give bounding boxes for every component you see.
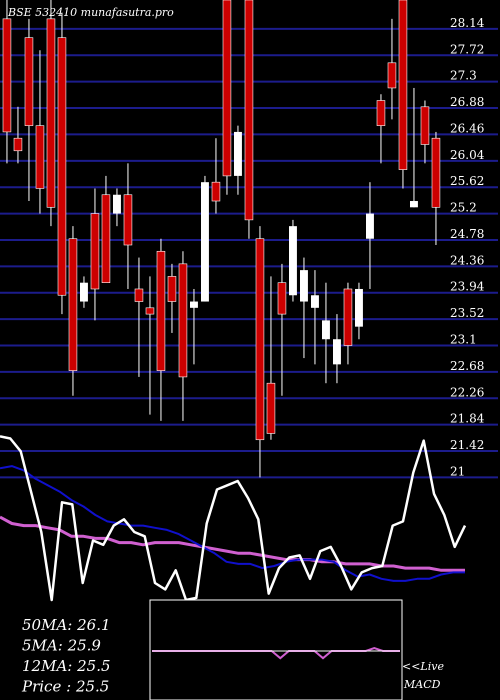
candle-body [13, 137, 23, 152]
price-axis: 28.14 27.72 27.3 26.88 26.46 26.04 25.62 25.2 24… [450, 16, 485, 479]
stat-row: 12MA: 25.5 [22, 657, 111, 675]
stat-label: 12MA [22, 657, 67, 675]
candle-body [90, 213, 100, 290]
candle-body [266, 382, 276, 434]
price-tick-label: 27.72 [450, 42, 484, 56]
stat-separator: : [58, 637, 68, 655]
price-tick-label: 27.3 [450, 69, 477, 83]
macd-label: MACD [403, 678, 441, 691]
price-grid [0, 27, 498, 479]
moving-average-panel [0, 435, 467, 602]
candle-body [255, 238, 265, 441]
stat-separator: : [61, 678, 76, 696]
stat-label: Price [21, 678, 61, 696]
price-tick-label: 25.2 [450, 201, 477, 215]
stat-separator: : [67, 657, 77, 675]
stat-value: 26.1 [76, 616, 110, 634]
price-tick-label: 28.14 [450, 16, 485, 30]
price-tick-label: 23.94 [450, 280, 485, 294]
price-tick-label: 26.46 [450, 121, 484, 135]
macd-series [152, 646, 400, 660]
price-tick-label: 23.52 [450, 306, 484, 320]
watermark: BSE 532410 munafasutra.pro [7, 6, 174, 19]
candle-body [134, 288, 144, 302]
candle-body [289, 226, 297, 296]
candlestick-series [2, 0, 441, 478]
price-tick-label: 21 [450, 464, 465, 478]
price-tick-label: 26.88 [450, 95, 484, 109]
candle-body [322, 320, 330, 340]
stat-label: 5MA [22, 637, 58, 655]
stat-row: Price : 25.5 [21, 678, 109, 696]
stat-row: 50MA: 26.1 [22, 616, 111, 634]
candle-body [355, 288, 363, 327]
stat-label: 50MA [22, 616, 67, 634]
candle-body [387, 62, 397, 89]
stat-row: 5MA: 25.9 [22, 637, 101, 655]
candle-body [410, 201, 418, 208]
candle-body [234, 131, 242, 176]
candle-body [211, 181, 221, 202]
candle-body [201, 182, 209, 302]
candle-body [101, 194, 111, 283]
candle-body [311, 295, 319, 308]
price-tick-label: 22.26 [450, 385, 484, 399]
candle-body [277, 282, 287, 315]
ma-mid-line [0, 465, 465, 582]
stat-value: 25.5 [75, 678, 109, 696]
price-tick-label: 24.78 [450, 227, 484, 241]
candle-body [123, 194, 133, 246]
candle-body [178, 263, 188, 378]
candle-body [300, 270, 308, 302]
candle-body [366, 213, 374, 239]
price-tick-label: 22.68 [450, 359, 484, 373]
stat-value: 25.5 [76, 657, 110, 675]
candle-body [68, 238, 78, 371]
candle-body [376, 100, 386, 126]
candle-body [398, 0, 408, 170]
candle-body [333, 339, 341, 365]
candle-body [113, 194, 121, 214]
price-tick-label: 21.84 [450, 412, 485, 426]
stat-value: 25.9 [67, 637, 102, 655]
candle-body [156, 250, 166, 371]
price-tick-label: 25.62 [450, 174, 484, 188]
stat-separator: : [67, 616, 77, 634]
candle-body [244, 0, 254, 221]
candle-body [167, 276, 177, 302]
candle-body [343, 288, 353, 346]
price-oscillator-line [0, 435, 467, 602]
candle-body [420, 106, 430, 145]
live-label: <<Live [402, 660, 444, 673]
candle-body [46, 18, 56, 208]
candle-body [24, 37, 34, 126]
candle-body [145, 307, 155, 315]
price-tick-label: 24.36 [450, 253, 484, 267]
price-tick-label: 23.1 [450, 333, 477, 347]
candle-body [57, 37, 67, 296]
candle-body [190, 301, 198, 308]
candle-body [431, 137, 441, 208]
candle-body [222, 0, 232, 177]
candle-body [2, 18, 12, 133]
candle-body [35, 125, 45, 189]
candle-body [80, 282, 88, 302]
price-tick-label: 21.42 [450, 438, 484, 452]
price-tick-label: 26.04 [450, 148, 485, 162]
